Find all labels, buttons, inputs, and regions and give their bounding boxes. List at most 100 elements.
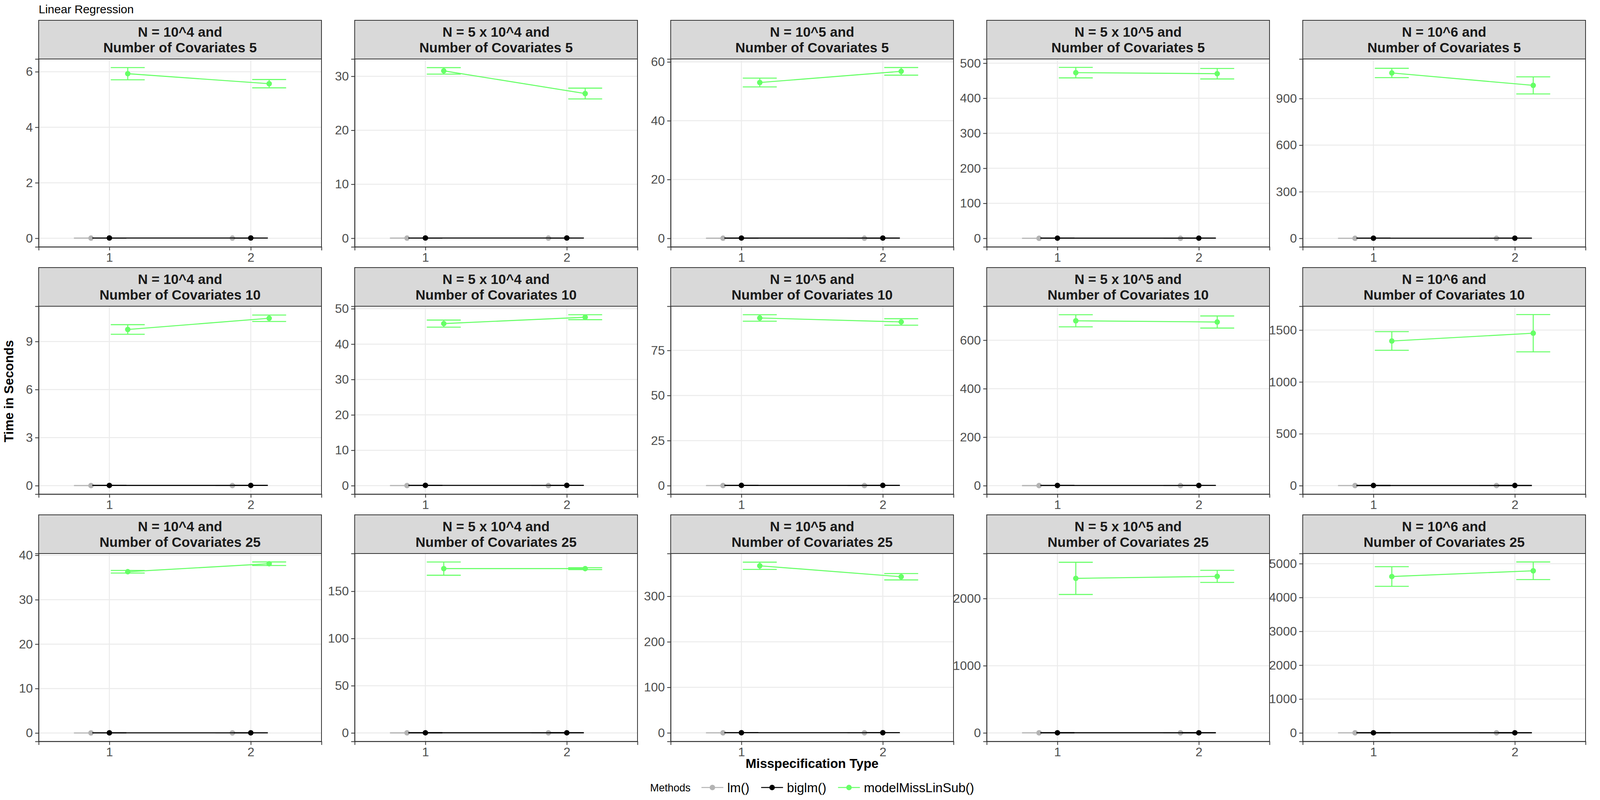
tick-mark xyxy=(667,179,671,181)
tick-label: 0 xyxy=(25,231,33,246)
series-line xyxy=(1057,485,1199,487)
tick: 200 xyxy=(960,161,987,176)
tick-mark xyxy=(667,440,671,442)
error-bar xyxy=(1200,570,1235,583)
tick-label: 0 xyxy=(1289,231,1297,246)
tick-label: 100 xyxy=(328,631,349,646)
tick: 1 xyxy=(1370,741,1378,759)
point xyxy=(422,235,429,241)
panel-border xyxy=(354,306,638,495)
series-line xyxy=(1057,732,1199,734)
strip-title-line: Number of Covariates 5 xyxy=(1051,39,1206,56)
tick-mark xyxy=(667,61,671,63)
x-axis-title: Misspecification Type xyxy=(745,756,879,771)
grid-line xyxy=(1302,732,1586,734)
error-cap xyxy=(1375,67,1409,70)
error-cap xyxy=(884,573,919,575)
plot-background xyxy=(38,58,322,247)
tick-label: 1 xyxy=(738,250,746,265)
tick-mark xyxy=(667,641,671,643)
grid-line xyxy=(1302,485,1586,487)
tick-mark xyxy=(983,437,987,438)
y-axis: 010002000 xyxy=(953,553,988,742)
axis-line xyxy=(671,741,954,746)
grid-line xyxy=(741,306,743,495)
point xyxy=(125,326,131,333)
strip-title-line: N = 5 x 10^4 and xyxy=(442,24,550,40)
tick-label: 1000 xyxy=(1269,375,1297,390)
error-cap xyxy=(1200,582,1235,584)
grid-line xyxy=(108,58,111,247)
point xyxy=(1214,573,1220,579)
tick-mark xyxy=(1299,732,1303,734)
grid-line xyxy=(1198,553,1200,742)
panel-border xyxy=(986,553,1270,742)
tick-mark xyxy=(741,246,743,251)
tick-mark xyxy=(1057,246,1059,251)
tick-mark xyxy=(351,485,355,487)
panel-border xyxy=(38,58,322,247)
tick-label: 0 xyxy=(1289,478,1297,493)
tick-mark xyxy=(35,71,39,73)
series-line xyxy=(443,567,586,570)
tick: 2 xyxy=(563,741,571,759)
grid-line xyxy=(38,182,322,184)
series-line xyxy=(425,732,567,734)
point xyxy=(898,68,904,75)
error-cap xyxy=(742,320,777,322)
plot-background xyxy=(986,306,1270,495)
tick: 300 xyxy=(1276,184,1303,199)
error-cap xyxy=(1200,327,1235,329)
point xyxy=(564,482,570,489)
tick-label: 2 xyxy=(563,497,571,512)
tick-label: 40 xyxy=(334,337,349,352)
grid-line xyxy=(1302,596,1586,599)
plot-background xyxy=(1302,58,1586,247)
tick-label: 0 xyxy=(25,725,33,740)
x-axis: 12 xyxy=(671,246,954,265)
axis-line xyxy=(667,59,672,248)
tick-label: 2 xyxy=(1511,250,1519,265)
tick: 3 xyxy=(25,430,39,445)
tick-label: 1 xyxy=(422,497,430,512)
axis-line xyxy=(355,247,638,251)
plot-area xyxy=(390,314,603,489)
series-line xyxy=(425,484,567,486)
panel: 05001000150012N = 10^6 andNumber of Cova… xyxy=(1269,267,1586,512)
tick: 1 xyxy=(106,741,114,759)
plot-area xyxy=(74,315,287,489)
point xyxy=(1073,317,1079,324)
legend-key-point xyxy=(769,784,775,791)
tick: 25 xyxy=(650,433,671,448)
tick-mark xyxy=(1373,741,1375,745)
tick-mark xyxy=(425,494,427,498)
error-bar xyxy=(884,318,919,326)
tick-mark xyxy=(1514,494,1516,498)
y-axis: 0200400600 xyxy=(960,306,988,495)
tick: 2 xyxy=(247,494,255,512)
tick-mark xyxy=(667,485,671,487)
point xyxy=(441,67,447,74)
axis-line xyxy=(35,59,40,248)
strip-title-line: N = 5 x 10^5 and xyxy=(1074,24,1182,40)
error-cap xyxy=(884,74,919,76)
tick-mark xyxy=(983,485,987,487)
tick: 6 xyxy=(25,64,39,79)
error-cap xyxy=(1375,350,1409,352)
strip xyxy=(38,267,322,307)
y-axis: 0100200300400500 xyxy=(960,56,988,248)
tick-label: 1 xyxy=(1370,744,1378,759)
point xyxy=(125,569,131,575)
tick: 400 xyxy=(960,91,987,106)
panel-border xyxy=(1302,58,1586,247)
tick-mark xyxy=(667,596,671,597)
panel-border xyxy=(1302,306,1586,495)
point xyxy=(1054,235,1061,242)
tick-label: 900 xyxy=(1276,91,1297,106)
panel-border xyxy=(354,553,638,742)
tick-label: 1 xyxy=(1370,250,1378,265)
tick-mark xyxy=(351,130,355,131)
tick: 3000 xyxy=(1269,624,1303,639)
tick-label: 2 xyxy=(247,744,255,759)
error-bar xyxy=(1516,314,1551,352)
